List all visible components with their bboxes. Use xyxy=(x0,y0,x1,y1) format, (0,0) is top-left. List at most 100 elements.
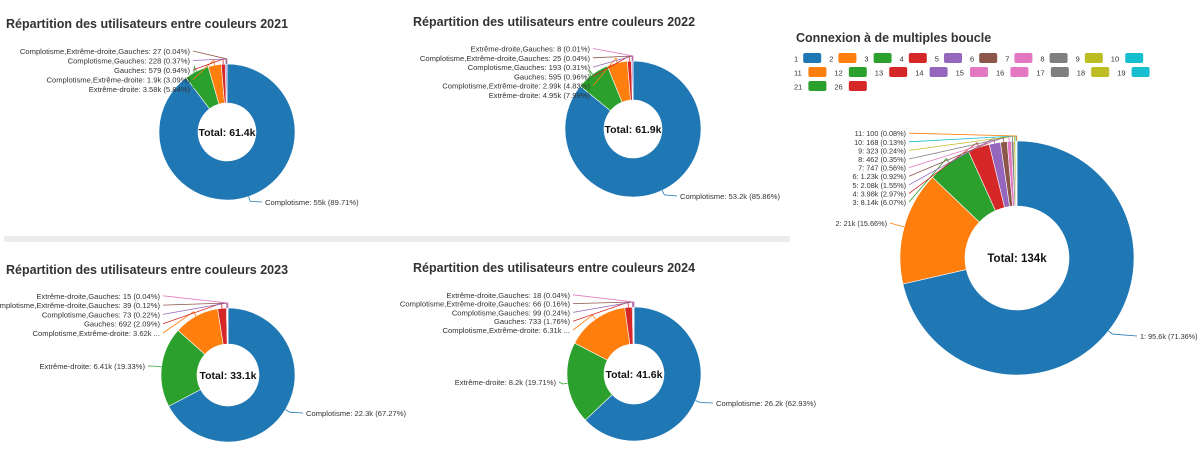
legend-label: 5 xyxy=(935,55,939,64)
legend-swatch xyxy=(1014,53,1033,63)
slice-label-extreme-droite: Extrême-droite: 6.41k (19.33%) xyxy=(39,362,145,371)
leader-line xyxy=(558,381,568,385)
donut-chart-4: Total: 41.6k Complotisme: 26.2k (62.93%) E… xyxy=(400,291,816,442)
legend-item-10[interactable]: 10 xyxy=(1111,53,1144,64)
legend-item-4[interactable]: 4 xyxy=(900,53,927,64)
leader-line xyxy=(661,190,678,197)
legend-item-15[interactable]: 15 xyxy=(956,67,988,78)
slice-label-complotisme: Complotisme: 26.2k (62.93%) xyxy=(716,399,816,408)
leader-line xyxy=(572,301,634,308)
slice-label-complotisme: Complotisme: 53.2k (85.86%) xyxy=(680,192,780,201)
legend-swatch xyxy=(944,53,962,63)
legend-swatch xyxy=(1010,67,1029,77)
legend-item-19[interactable]: 19 xyxy=(1117,67,1150,78)
legend-item-8[interactable]: 8 xyxy=(1040,53,1068,64)
legend-swatch xyxy=(808,81,827,91)
leader-line xyxy=(285,409,304,414)
panel-separator xyxy=(4,236,410,242)
slice-label-gauches: Gauches: 595 (0.96%) xyxy=(514,72,590,81)
chart-title-2022: Répartition des utilisateurs entre coule… xyxy=(413,15,696,29)
legend-swatch xyxy=(873,53,892,63)
slice-label-extreme-droite: Extrême-droite: 8.2k (19.71%) xyxy=(455,378,557,387)
slice-label-complotisme-gauches: Complotisme,Gauches: 99 (0.24%) xyxy=(452,308,571,317)
legend-label: 6 xyxy=(970,55,974,64)
legend-label: 11 xyxy=(794,69,802,78)
legend-item-2[interactable]: 2 xyxy=(829,53,857,64)
legend-label: 15 xyxy=(956,69,964,78)
legend-label: 19 xyxy=(1117,69,1125,78)
legend-label: 21 xyxy=(794,83,802,92)
slice-complotisme[interactable] xyxy=(168,307,296,443)
legend-item-11[interactable]: 11 xyxy=(794,67,827,78)
legend-swatch xyxy=(979,53,998,63)
slice-label-7: 7: 747 (0.56%) xyxy=(858,164,906,173)
legend-item-21[interactable]: 21 xyxy=(794,81,827,92)
slice-label-complotisme-extreme-droite: Complotisme,Extrême-droite: 3.62k ... xyxy=(33,329,160,338)
legend-swatch xyxy=(838,53,857,63)
legend-swatch xyxy=(1084,53,1103,63)
slice-label-complotisme-extreme-droite-gauches: Complotisme,Extrême-droite,Gauches: 25 (… xyxy=(420,54,591,63)
legend-label: 4 xyxy=(900,55,904,64)
legend-item-18[interactable]: 18 xyxy=(1077,67,1110,78)
legend-label: 26 xyxy=(834,83,842,92)
center-total-label: Total: 33.1k xyxy=(200,370,257,382)
legend-item-14[interactable]: 14 xyxy=(915,67,948,78)
legend-swatch xyxy=(1131,67,1150,77)
slice-11[interactable] xyxy=(1016,140,1018,207)
leader-line xyxy=(889,222,905,228)
legend-label: 1 xyxy=(794,55,798,64)
slice-label-complotisme-gauches: Complotisme,Gauches: 73 (0.22%) xyxy=(42,310,161,319)
legend-item-3[interactable]: 3 xyxy=(864,53,892,64)
legend-item-6[interactable]: 6 xyxy=(970,53,998,64)
donut-chart-2: Total: 61.9k Complotisme: 53.2k (85.86%) E… xyxy=(420,45,781,202)
donut-chart-3: Total: 33.1k Complotisme: 22.3k (67.27%) E… xyxy=(0,292,406,443)
panel-separator xyxy=(410,236,790,242)
chart-title-2024: Répartition des utilisateurs entre coule… xyxy=(413,261,696,275)
slice-complotisme[interactable] xyxy=(564,60,702,198)
slice-1[interactable] xyxy=(902,140,1135,376)
leader-line xyxy=(908,132,1018,142)
legend-item-9[interactable]: 9 xyxy=(1076,53,1103,64)
slice-label-complotisme-extreme-droite-gauches: Complotisme,Extrême-droite,Gauches: 27 (… xyxy=(20,47,191,56)
center-total-label: Total: 61.4k xyxy=(199,127,256,139)
legend-item-7[interactable]: 7 xyxy=(1005,53,1033,64)
legend-label: 3 xyxy=(864,55,868,64)
center-total-label: Total: 41.6k xyxy=(606,369,663,381)
legend-label: 17 xyxy=(1036,69,1044,78)
legend-item-16[interactable]: 16 xyxy=(996,67,1029,78)
legend-item-5[interactable]: 5 xyxy=(935,53,962,64)
chart-title-2021: Répartition des utilisateurs entre coule… xyxy=(6,17,289,31)
legend-item-1[interactable]: 1 xyxy=(794,53,822,64)
legend-swatch xyxy=(1049,53,1068,63)
legend-swatch xyxy=(970,67,988,77)
slice-label-extreme-droite: Extrême-droite: 4.95k (7.99%) xyxy=(489,91,591,100)
legend-item-17[interactable]: 17 xyxy=(1036,67,1069,78)
legend-label: 7 xyxy=(1005,55,1009,64)
legend-item-12[interactable]: 12 xyxy=(834,67,867,78)
center-total-label: Total: 61.9k xyxy=(605,124,662,136)
leader-line xyxy=(572,314,596,331)
center-total-label: Total: 134k xyxy=(987,253,1047,265)
slice-complotisme[interactable] xyxy=(158,63,296,201)
legend-swatch xyxy=(1091,67,1110,77)
legend-swatch xyxy=(803,53,822,63)
legend-swatch xyxy=(808,67,827,77)
slice-label-complotisme-gauches: Complotisme,Gauches: 228 (0.37%) xyxy=(68,57,191,66)
legend-label: 2 xyxy=(829,55,833,64)
slice-label-gauches: Gauches: 579 (0.94%) xyxy=(114,66,190,75)
legend-swatch xyxy=(908,53,927,63)
legend-item-13[interactable]: 13 xyxy=(875,67,908,78)
leader-line xyxy=(572,294,635,308)
legend-item-26[interactable]: 26 xyxy=(834,81,867,92)
legend-label: 8 xyxy=(1040,55,1044,64)
slice-label-6: 6: 1.23k (0.92%) xyxy=(852,172,906,181)
slice-label-complotisme-extreme-droite: Complotisme,Extrême-droite: 1.9k (3.09%) xyxy=(47,76,191,85)
legend-label: 18 xyxy=(1077,69,1085,78)
legend-label: 16 xyxy=(996,69,1004,78)
slice-complotisme[interactable] xyxy=(584,306,702,442)
slice-label-3: 3: 8.14k (6.07%) xyxy=(852,198,906,207)
leader-line xyxy=(192,50,228,65)
slice-label-1: 1: 95.6k (71.36%) xyxy=(1140,332,1198,341)
legend-label: 10 xyxy=(1111,55,1119,64)
leader-line xyxy=(162,311,197,334)
